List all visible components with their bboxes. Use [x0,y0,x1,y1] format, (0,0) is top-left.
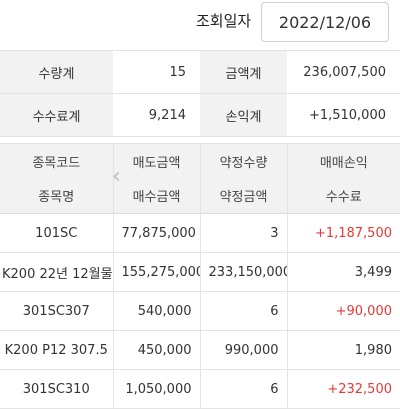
table-header-row-2: 종목명 매수금액 약정금액 수수료 [0,178,400,214]
row-pnl: +1,187,500 [287,213,400,253]
table-row[interactable]: K200 22년 12월물 155,275,000 233,150,000 3,… [0,252,400,292]
qty-total-label: 수량계 [0,50,113,94]
fee-total-label: 수수료계 [0,93,113,137]
row-buy-amount: 450,000 [113,330,201,370]
query-date-input[interactable]: 2022/12/06 [261,2,389,42]
table-row[interactable]: 301SC310 1,050,000 6 +232,500 [0,369,400,409]
query-date-label: 조회일자 [196,12,252,30]
row-buy-amount: 155,275,000 [113,252,201,292]
row-name: K200 22년 12월물 [0,252,114,292]
row-fee: 1,980 [287,330,400,370]
col-header-contract-qty[interactable]: 약정수량 [200,143,288,179]
col-header-name[interactable]: 종목명 [0,178,114,214]
col-header-pnl[interactable]: 매매손익 [287,143,400,179]
table-row[interactable]: 101SC 77,875,000 3 +1,187,500 [0,213,400,253]
trade-table: 종목코드 매도금액 약정수량 매매손익 종목명 매수금액 약정금액 수수료 10… [0,143,400,409]
row-name: K200 P12 307.5 [0,330,114,370]
row-contract-qty: 3 [200,213,288,253]
col-header-buy-amount[interactable]: 매수금액 [113,178,201,214]
row-pnl: +90,000 [287,291,400,331]
row-contract-amount: 990,000 [200,330,288,370]
row-code: 101SC [0,213,114,253]
table-row[interactable]: K200 P12 307.5 450,000 990,000 1,980 [0,330,400,370]
amount-total-value: 236,007,500 [287,50,400,94]
table-row[interactable]: 301SC307 540,000 6 +90,000 [0,291,400,331]
row-sell-amount: 540,000 [113,291,201,331]
row-code: 301SC307 [0,291,114,331]
col-header-fee[interactable]: 수수료 [287,178,400,214]
col-header-code[interactable]: 종목코드 [0,143,114,179]
row-code: 301SC310 [0,369,114,409]
summary-table: 수량계 15 금액계 236,007,500 수수료계 9,214 손익계 +1… [0,50,400,137]
qty-total-value: 15 [113,50,200,94]
query-date-bar: 조회일자 2022/12/06 [0,0,400,48]
row-pnl: +232,500 [287,369,400,409]
row-contract-qty: 6 [200,291,288,331]
row-fee: 3,499 [287,252,400,292]
fee-total-value: 9,214 [113,93,200,137]
col-header-contract-amount[interactable]: 약정금액 [200,178,288,214]
row-contract-amount: 233,150,000 [200,252,288,292]
table-header-row-1: 종목코드 매도금액 약정수량 매매손익 [0,143,400,179]
amount-total-label: 금액계 [200,50,287,94]
row-sell-amount: 1,050,000 [113,369,201,409]
chevron-left-icon[interactable]: ‹ [112,164,121,189]
row-sell-amount: 77,875,000 [113,213,201,253]
pnl-total-label: 손익계 [200,93,287,137]
col-header-sell-amount[interactable]: 매도금액 [113,143,201,179]
row-contract-qty: 6 [200,369,288,409]
pnl-total-value: +1,510,000 [287,93,400,137]
